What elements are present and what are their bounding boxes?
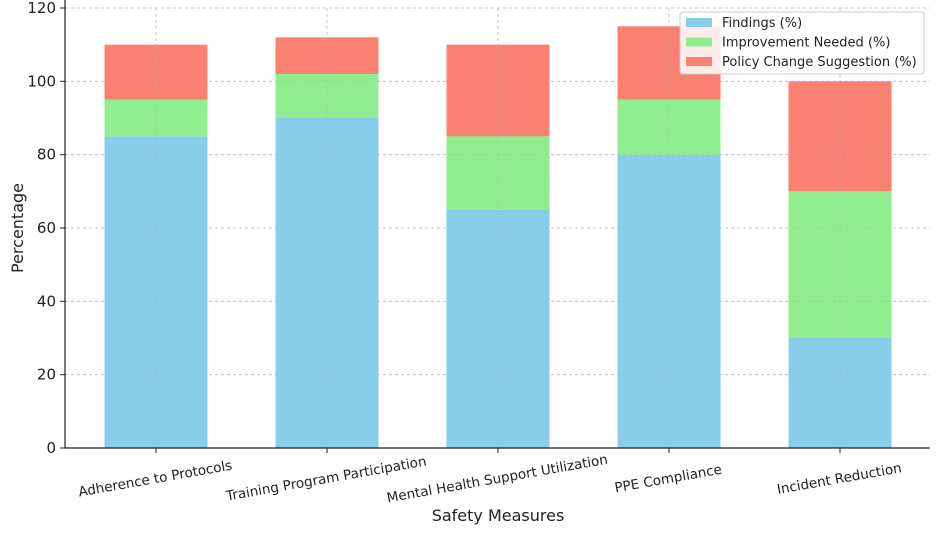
legend-label: Findings (%) xyxy=(722,16,802,31)
bar-segment-2-4 xyxy=(617,99,721,155)
legend-swatch xyxy=(686,57,712,66)
y-tick-label: 120 xyxy=(27,0,56,17)
legend-label: Improvement Needed (%) xyxy=(722,36,890,51)
y-tick-label: 40 xyxy=(37,292,56,310)
bar-segment-2-5 xyxy=(788,191,892,338)
bar-segment-3-2 xyxy=(275,37,379,74)
y-tick-label: 20 xyxy=(37,366,56,384)
y-tick-label: 100 xyxy=(27,72,56,90)
y-tick-label: 80 xyxy=(37,146,56,164)
bar-segment-3-3 xyxy=(446,44,550,137)
y-axis-title: Percentage xyxy=(8,183,27,273)
x-tick-label: PPE Compliance xyxy=(613,462,723,497)
y-ticks: 0 20 40 60 80 100 120 xyxy=(27,0,65,457)
legend-label: Policy Change Suggestion (%) xyxy=(722,55,917,70)
legend-swatch xyxy=(686,18,712,27)
x-axis-title: Safety Measures xyxy=(432,506,565,525)
legend-box xyxy=(679,11,925,75)
legend: Findings (%) Improvement Needed (%) Policy… xyxy=(679,11,925,75)
x-tick-label: Incident Reduction xyxy=(776,460,903,498)
y-tick-label: 60 xyxy=(37,219,56,237)
bar-segment-3-1 xyxy=(104,44,208,100)
legend-swatch xyxy=(686,37,712,47)
y-tick-label: 0 xyxy=(46,439,56,457)
bars xyxy=(65,7,930,449)
x-tick-label: Adherence to Protocols xyxy=(77,458,233,501)
